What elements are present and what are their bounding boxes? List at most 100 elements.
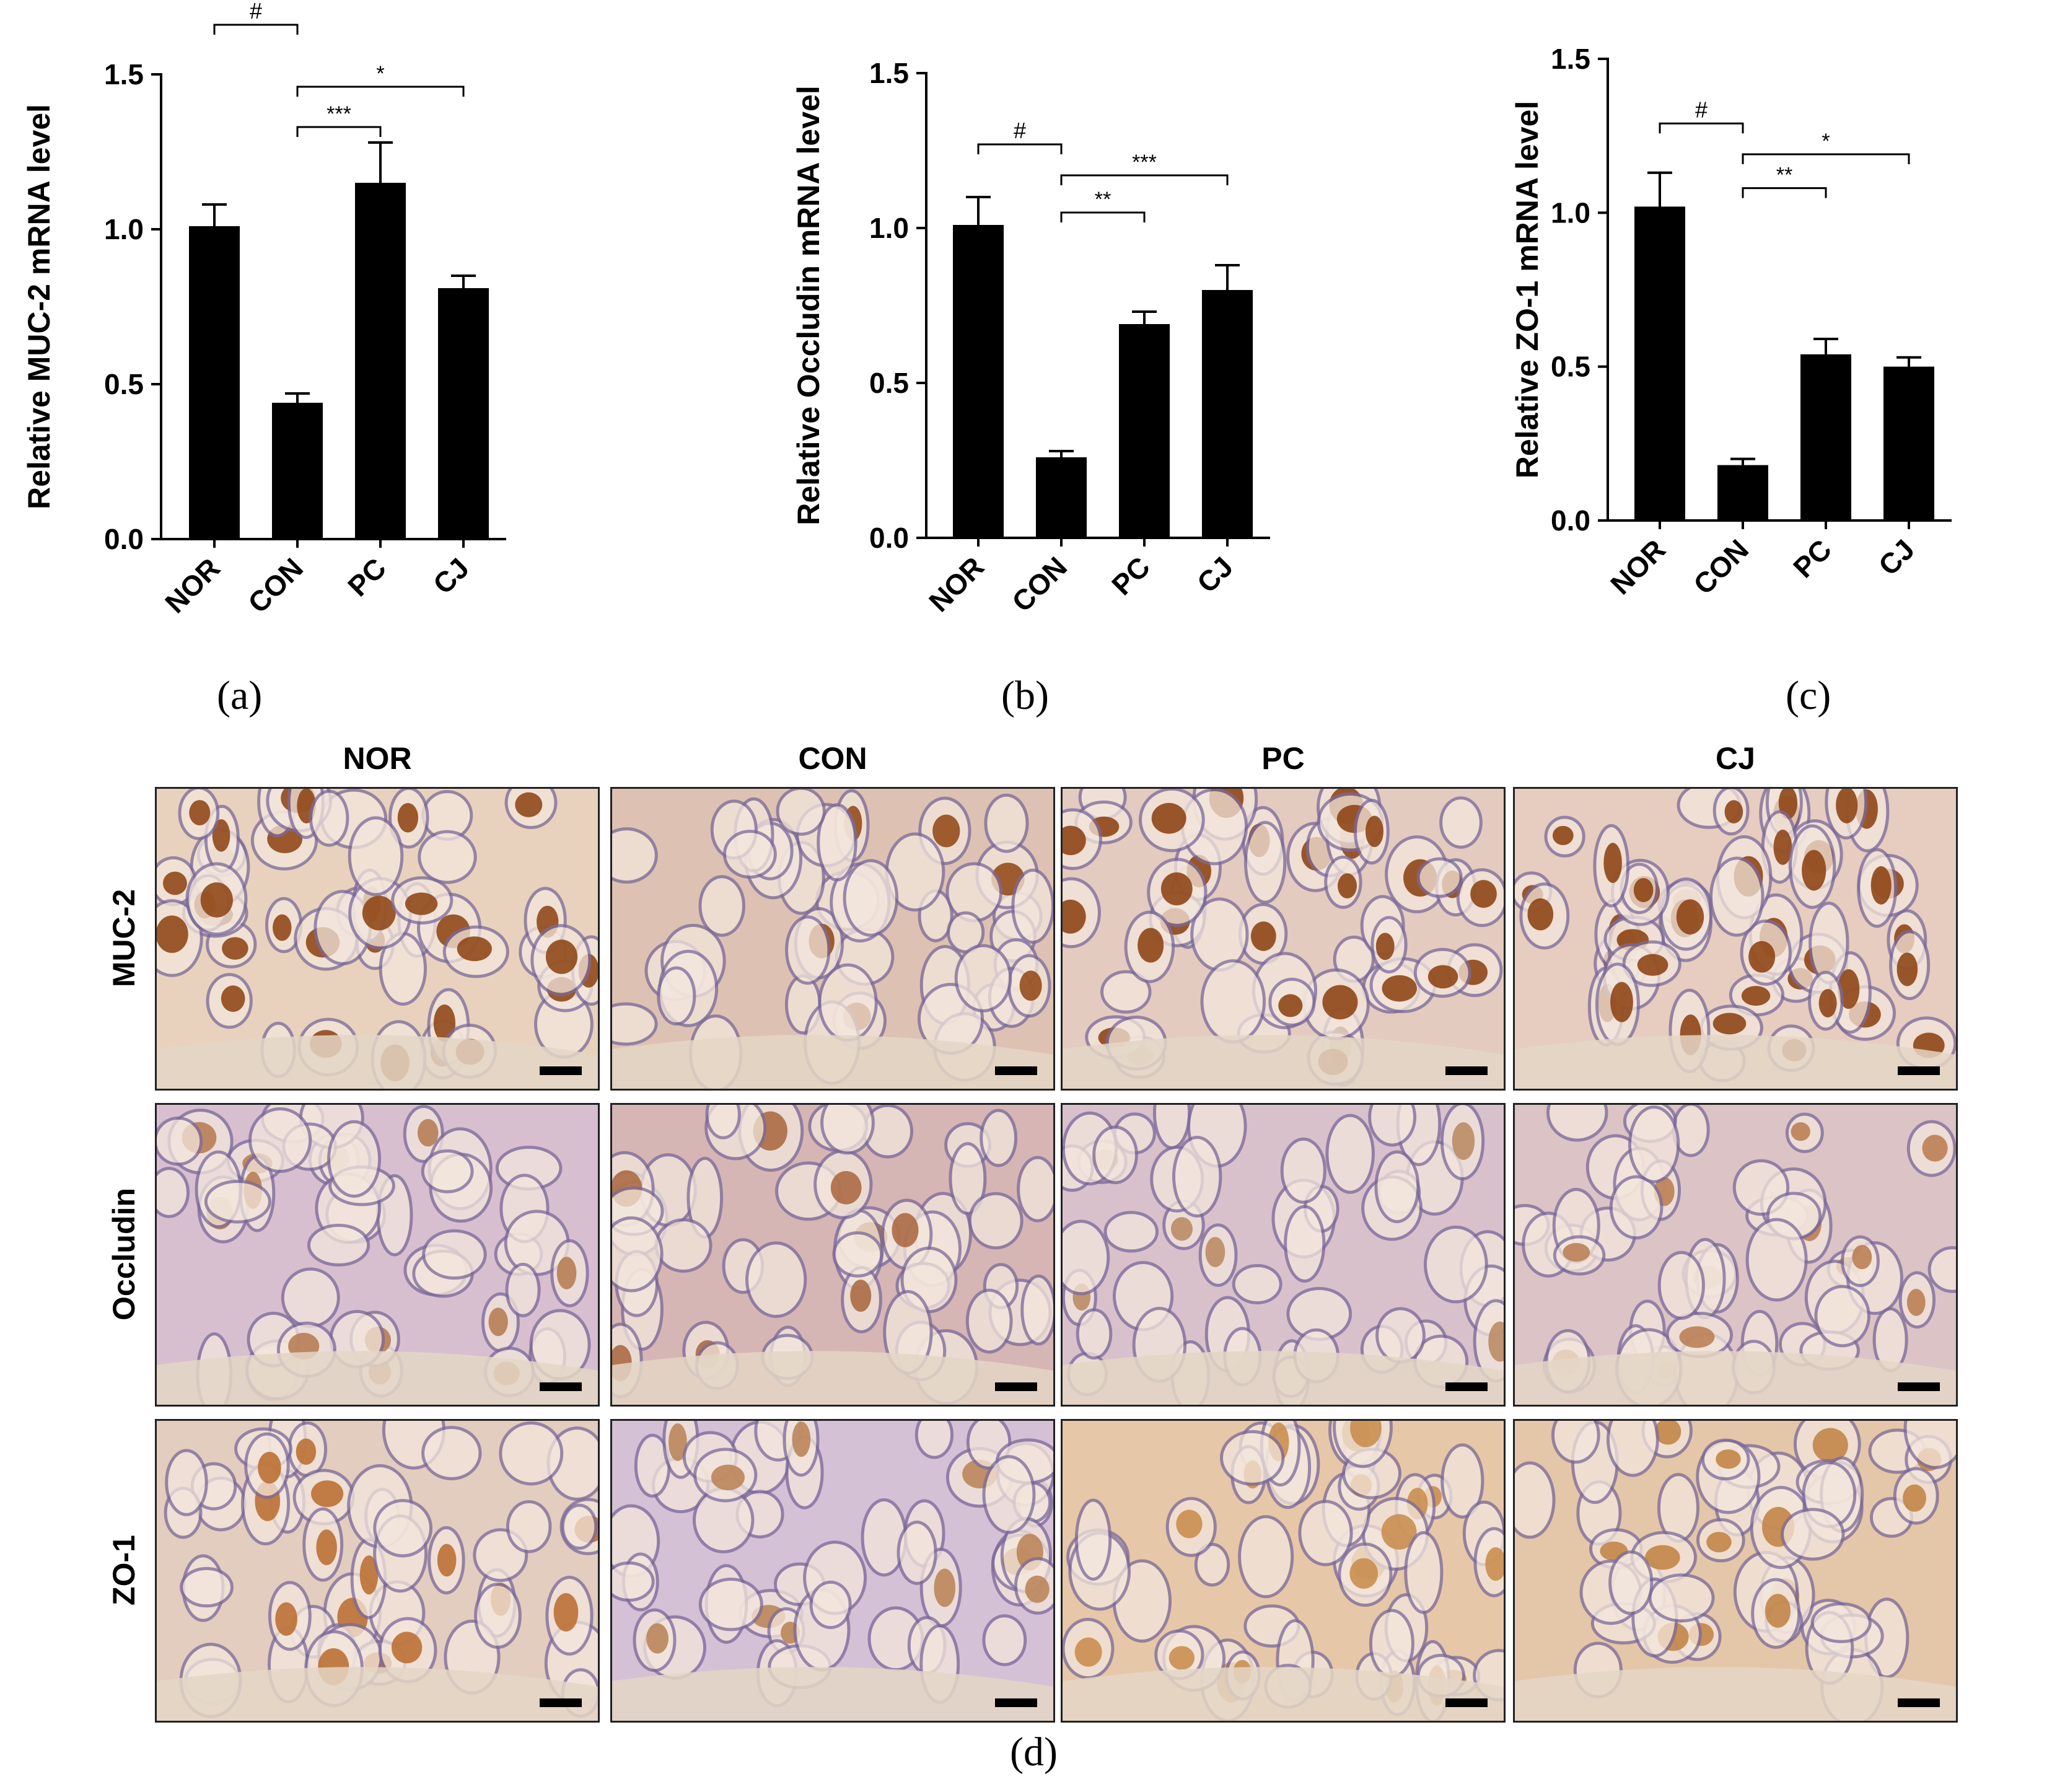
crypt [1551,1421,1600,1464]
stain-spot [1802,850,1826,891]
muscle-layer [157,1667,598,1721]
crypt [327,1120,382,1198]
stain-spot [1679,1326,1715,1348]
stain-spot [200,882,233,918]
stain-spot [362,895,396,931]
crypt [204,1179,271,1224]
crypt [657,966,696,1026]
stain-spot [1063,825,1086,856]
stain-spot [1903,1484,1927,1512]
stain-spot [1906,1288,1926,1316]
row-header-zo-1: ZO-1 [107,1535,141,1605]
significance-label: ** [1095,188,1111,211]
bar-pc [1800,354,1851,520]
crypt [965,1288,1013,1354]
crypt [817,803,857,882]
crypt [1076,1308,1113,1360]
stain-spot [1603,843,1622,883]
stain-spot [1350,1421,1382,1447]
crypt [1152,1105,1191,1149]
crypt [1074,1498,1112,1581]
bar-pc [1119,324,1170,538]
stain-spot [1765,1594,1791,1628]
significance-bracket [1742,153,1910,164]
stain-spot [892,1213,919,1247]
stain-spot [646,1623,669,1654]
micrograph-zo-1-nor [155,1419,600,1723]
bar-con [1036,457,1087,538]
y-tick-label: 0.0 [1551,504,1590,537]
crypt [1092,1125,1138,1185]
x-tick-label-con: CON [1006,550,1073,618]
crypt [1814,1285,1870,1348]
stain-spot [1170,1217,1193,1241]
stain-spot [1176,1509,1203,1539]
crypt [348,816,404,897]
crypt [474,1583,522,1649]
scale-bar [995,1066,1037,1075]
crypt [1325,1113,1375,1194]
stain-spot [1637,954,1668,976]
stain-spot [222,937,248,960]
stain-spot [1836,789,1858,824]
stain-spot [405,892,438,915]
crypt [982,1614,1027,1666]
stain-spot [1645,1545,1680,1570]
scale-bar [1445,1066,1488,1075]
x-tick-label-con: CON [242,551,309,619]
stain-spot [316,1529,337,1565]
significance-label: * [1822,130,1830,153]
stain-spot [1063,899,1086,934]
x-tick-label-con: CON [1687,533,1755,600]
scale-bar [995,1698,1037,1707]
micrograph-zo-1-pc [1061,1419,1506,1723]
crypt [309,789,349,847]
stain-spot [553,1593,579,1632]
y-tick-label: 0.5 [104,368,144,400]
stain-spot [1365,815,1383,848]
crypt [1238,1515,1294,1599]
significance-label: *** [327,102,351,126]
crypt [954,944,1012,1012]
x-tick-label-nor: NOR [1604,533,1672,600]
crypt [1369,1609,1414,1679]
muscle-layer [1515,1667,1956,1721]
scale-bar [995,1382,1037,1391]
stain-spot [668,1423,687,1461]
crypt [745,1241,807,1318]
stain-spot [1019,970,1042,1001]
crypt [421,1149,474,1193]
row-header-muc-2: MUC-2 [107,889,141,988]
panel-label-b: (b) [1001,673,1049,718]
stain-spot [1485,1547,1504,1581]
crypt [832,1231,884,1278]
stain-spot [1741,986,1771,1006]
crypt [612,1002,658,1046]
significance-bracket [1659,122,1744,134]
crypt [612,1216,664,1293]
crypt [1903,1421,1956,1469]
stain-spot [545,939,578,974]
stain-spot [457,936,492,962]
significance-bracket [977,143,1063,154]
crypt [281,1267,340,1329]
crypt [180,1566,234,1608]
tissue-texture [1515,1105,1956,1405]
crypt [897,1521,937,1585]
y-tick-label: 0.0 [104,523,144,555]
crypt [1200,959,1266,1044]
y-tick-label: 0.5 [1551,351,1590,383]
scale-bar [1445,1382,1488,1391]
crypt [1375,1307,1426,1364]
stain-spot [1338,873,1357,898]
stain-spot [1706,1532,1732,1553]
crypt [820,1105,875,1155]
stain-spot [1791,1122,1810,1141]
significance-bracket [1060,174,1229,185]
crypt [499,1421,564,1486]
crypt [945,862,1003,923]
crypt [1011,868,1053,944]
crypt [1709,856,1765,937]
stain-spot [1610,982,1633,1022]
